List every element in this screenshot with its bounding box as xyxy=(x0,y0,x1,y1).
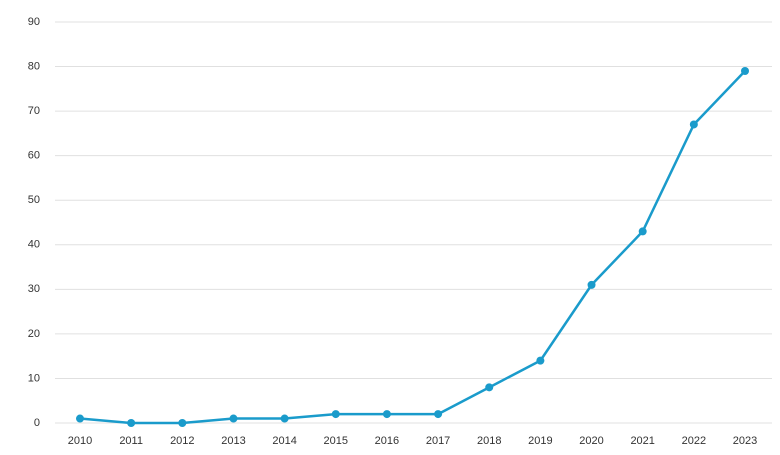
data-point xyxy=(127,419,136,427)
y-tick-label: 60 xyxy=(28,150,40,162)
y-tick-label: 90 xyxy=(28,16,40,28)
data-point xyxy=(76,414,84,423)
x-tick-label: 2018 xyxy=(477,435,501,447)
x-tick-label: 2022 xyxy=(682,435,706,447)
y-tick-label: 0 xyxy=(34,417,40,429)
x-tick-label: 2013 xyxy=(221,435,245,447)
y-tick-label: 20 xyxy=(28,328,40,340)
data-point xyxy=(536,356,545,365)
x-tick-label: 2010 xyxy=(68,435,92,447)
data-point xyxy=(434,410,443,419)
data-point xyxy=(229,414,238,423)
y-tick-label: 70 xyxy=(28,105,40,117)
x-tick-label: 2023 xyxy=(733,435,757,447)
x-tick-label: 2021 xyxy=(630,435,654,447)
x-tick-label: 2014 xyxy=(272,435,296,447)
x-tick-label: 2019 xyxy=(528,435,552,447)
y-tick-label: 30 xyxy=(28,283,40,295)
x-tick-label: 2017 xyxy=(426,435,450,447)
x-tick-label: 2015 xyxy=(324,435,348,447)
x-tick-label: 2020 xyxy=(579,435,603,447)
data-point xyxy=(689,120,698,129)
x-tick-label: 2011 xyxy=(119,435,143,447)
data-point xyxy=(587,280,596,289)
data-point xyxy=(331,410,340,419)
data-point xyxy=(280,414,289,423)
y-tick-label: 50 xyxy=(28,194,40,206)
y-tick-label: 40 xyxy=(28,239,40,251)
data-point xyxy=(638,227,647,236)
data-line xyxy=(79,70,746,425)
data-point xyxy=(178,419,187,427)
y-tick-label: 80 xyxy=(28,60,40,72)
data-point xyxy=(382,410,391,419)
y-tick-label: 10 xyxy=(28,372,40,384)
data-point xyxy=(485,383,494,392)
x-tick-label: 2016 xyxy=(375,435,399,447)
data-point xyxy=(741,67,749,76)
x-tick-label: 2012 xyxy=(170,435,194,447)
